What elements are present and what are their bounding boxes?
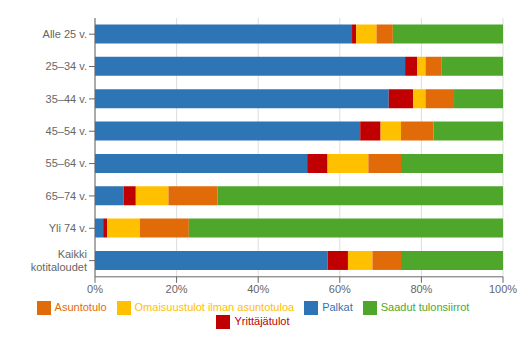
svg-text:0%: 0%: [87, 283, 103, 295]
svg-text:40%: 40%: [247, 283, 269, 295]
svg-text:Yli 74 v.: Yli 74 v.: [49, 222, 87, 234]
svg-text:20%: 20%: [166, 283, 188, 295]
html-text:Palkat: Palkat: [322, 300, 353, 313]
svg-text:60%: 60%: [329, 283, 351, 295]
svg-text:55–64 v.: 55–64 v.: [46, 157, 87, 169]
html-text:Saadut tulonsiirrot: Saadut tulonsiirrot: [380, 300, 470, 313]
svg-text:80%: 80%: [410, 283, 432, 295]
svg-text:Kaikkikotitaloudet: Kaikkikotitaloudet: [31, 248, 87, 273]
svg-text:45–54 v.: 45–54 v.: [46, 125, 87, 137]
svg-text:25–34 v.: 25–34 v.: [46, 60, 87, 72]
html-text:Asuntotulo: Asuntotulo: [54, 300, 107, 313]
svg-text:Alle 25 v.: Alle 25 v.: [43, 28, 87, 40]
svg-text:100%: 100%: [489, 283, 517, 295]
html-text:Omaisuustulot ilman asuntotulo: Omaisuustulot ilman asuntotuloa: [134, 300, 295, 313]
html-text:Yrittäjätulot: Yrittäjätulot: [234, 314, 290, 327]
svg-text:65–74 v.: 65–74 v.: [46, 190, 87, 202]
svg-text:35–44 v.: 35–44 v.: [46, 93, 87, 105]
